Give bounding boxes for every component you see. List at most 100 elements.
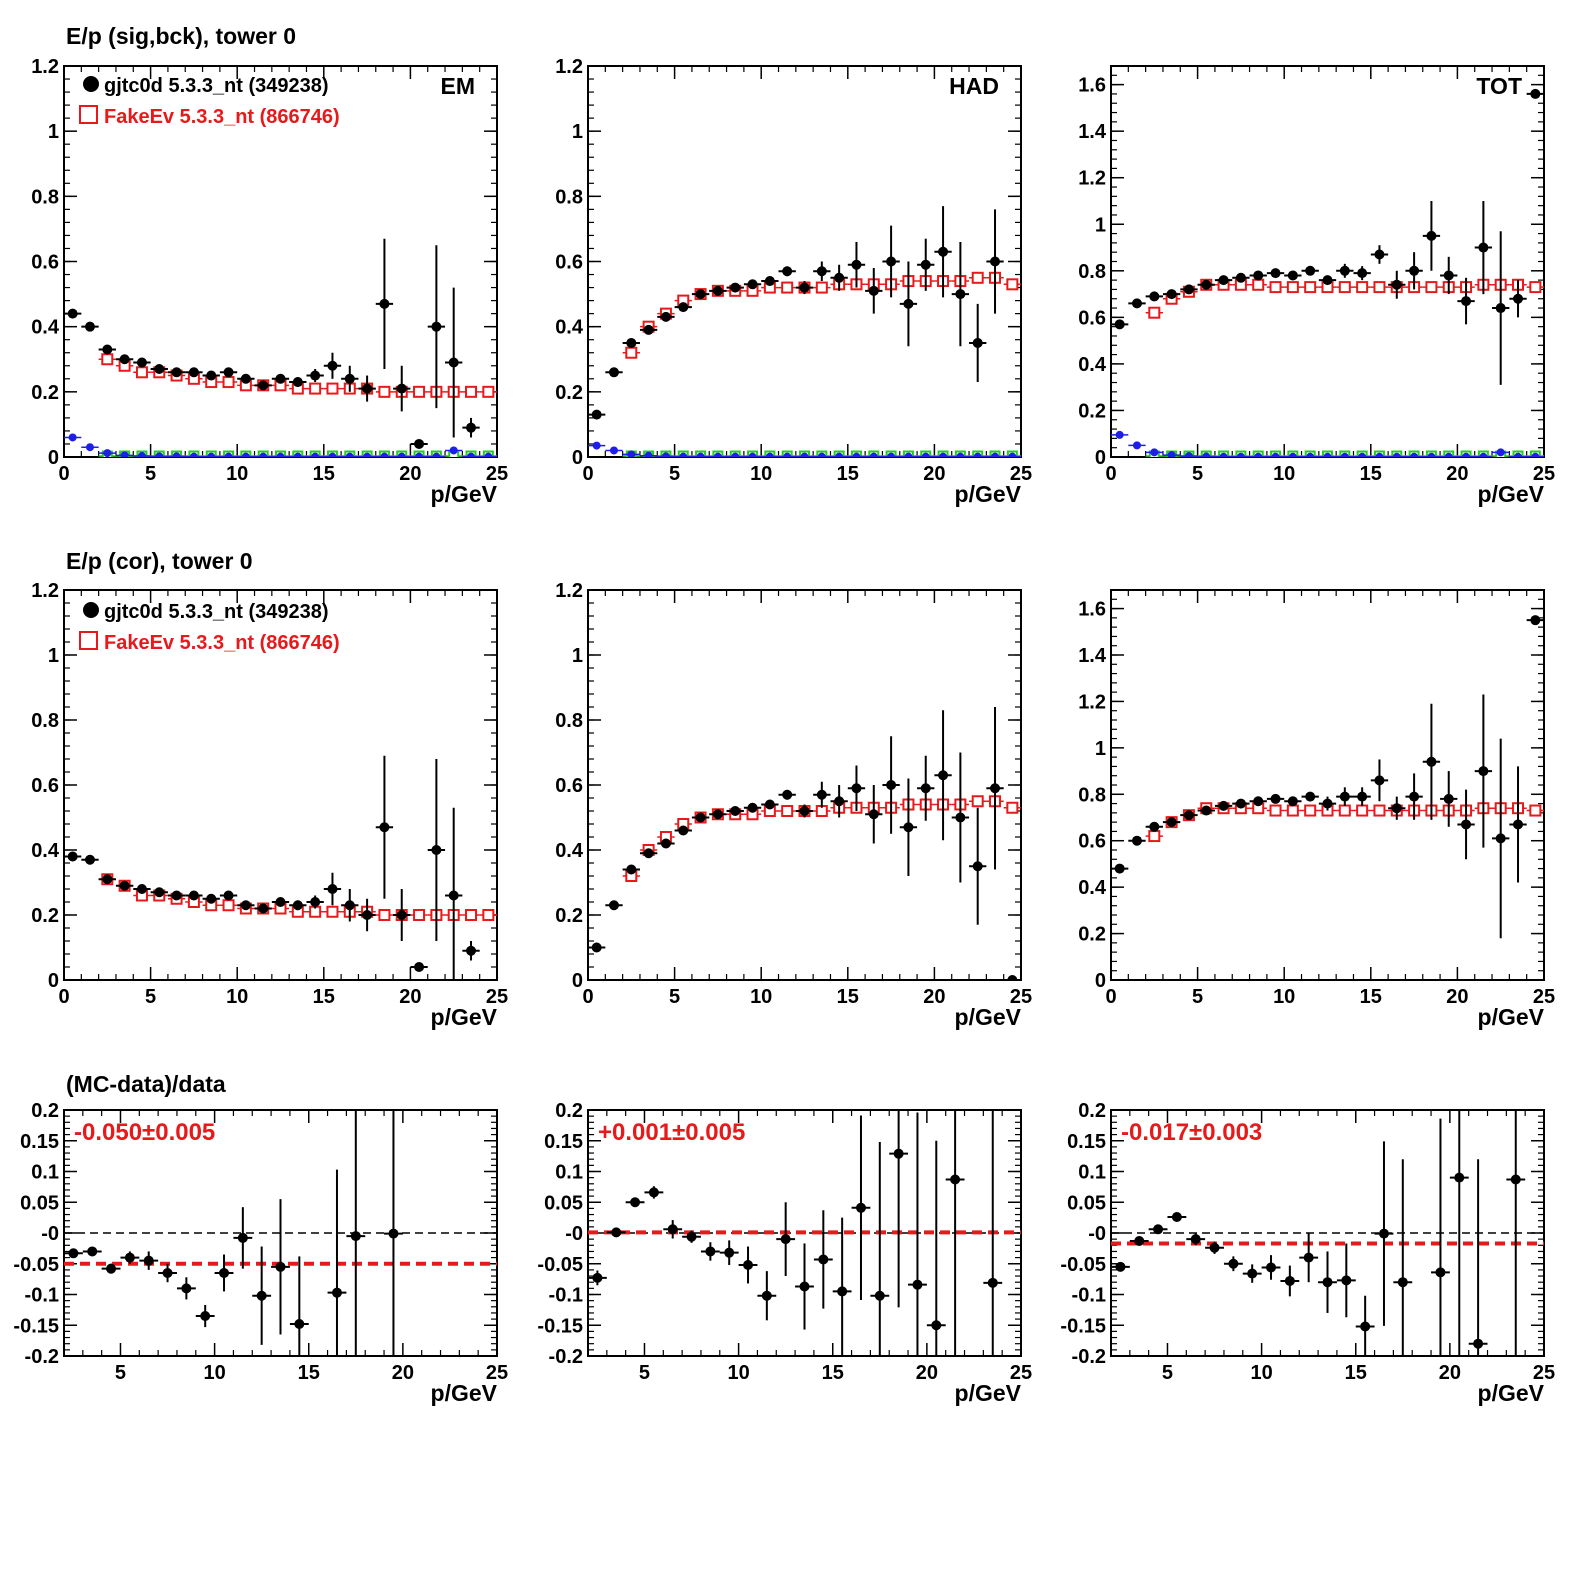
mc-point — [1304, 804, 1317, 817]
series-data — [64, 755, 480, 980]
y-tick-label: 1 — [572, 121, 583, 143]
bck-data-point — [345, 452, 354, 457]
data-point — [258, 380, 269, 391]
mc-point — [465, 909, 478, 921]
y-tick-label: 0.2 — [555, 905, 583, 927]
y-tick-label: 0.05 — [544, 1192, 583, 1214]
mc-point — [1373, 804, 1386, 817]
y-tick-label: 0.05 — [1067, 1192, 1106, 1214]
x-tick-label: 10 — [226, 463, 248, 485]
data-point — [1495, 833, 1506, 844]
x-tick-label: 25 — [1010, 986, 1032, 1008]
x-tick-label: 20 — [923, 463, 945, 485]
data-point — [1007, 975, 1018, 980]
x-tick-label: 25 — [1010, 1362, 1032, 1384]
y-tick-label: 0.8 — [555, 186, 583, 208]
data-point — [1461, 296, 1472, 307]
data-point — [780, 1234, 791, 1245]
y-tick-label: 0.4 — [31, 840, 60, 862]
data-point — [1374, 249, 1385, 260]
bck-data-point — [1358, 452, 1367, 457]
x-tick-label: 25 — [1533, 986, 1555, 1008]
row3-header: (MC-data)/data — [66, 1071, 226, 1097]
data-point — [1426, 756, 1437, 767]
data-point — [799, 806, 810, 816]
data-point — [1218, 275, 1229, 286]
x-tick-label: 5 — [1192, 463, 1203, 485]
bck-data-point — [293, 452, 302, 457]
data-point — [294, 1319, 305, 1330]
data-point — [466, 422, 477, 433]
data-point — [310, 897, 321, 907]
y-tick-label: 0.2 — [31, 1100, 59, 1122]
bck-data-point — [224, 452, 233, 457]
data-point — [1341, 1275, 1352, 1286]
mc-point — [781, 281, 794, 294]
y-tick-label: 1 — [572, 645, 583, 667]
data-point — [188, 890, 199, 901]
bck-data-point — [397, 452, 406, 457]
data-point — [730, 282, 741, 293]
bck-data-point — [1410, 452, 1419, 457]
y-tick-label: 0.15 — [20, 1131, 59, 1153]
legend-data-marker-row1 — [83, 76, 99, 92]
bck-data-point — [973, 452, 982, 457]
x-tick-label: 5 — [1162, 1362, 1173, 1384]
y-tick-label: 0.1 — [31, 1162, 59, 1184]
x-tick-label: 25 — [1533, 1362, 1555, 1384]
data-point — [102, 874, 113, 885]
data-point — [344, 900, 355, 911]
data-point — [1454, 1172, 1465, 1183]
data-point — [660, 311, 671, 322]
x-tick-label: 15 — [313, 463, 335, 485]
data-point — [119, 880, 130, 891]
data-point — [1461, 819, 1472, 830]
data-point — [747, 802, 758, 813]
data-point — [1253, 796, 1264, 807]
data-point — [1149, 821, 1160, 832]
y-tick-label: 0.2 — [1078, 400, 1106, 422]
data-point — [764, 276, 775, 287]
series-bck_data — [1111, 430, 1544, 457]
legend-data-label-row1: gjtc0d 5.3.3_nt (349238) — [104, 75, 329, 97]
series-data — [588, 707, 1021, 980]
y-tick-label: 1.6 — [1078, 75, 1106, 97]
data-point — [171, 890, 182, 901]
data-point — [275, 1261, 286, 1272]
data-point — [938, 246, 949, 257]
y-tick-label: 1.2 — [1078, 691, 1106, 713]
data-point — [782, 789, 793, 800]
x-axis-label: p/GeV — [955, 1380, 1022, 1406]
y-tick-label: 0 — [572, 447, 583, 469]
mc-point — [1286, 804, 1299, 817]
data-point — [712, 285, 723, 296]
bck-data-point — [380, 452, 389, 457]
y-tick-label: 0 — [572, 970, 583, 992]
row2-header: E/p (cor), tower 0 — [66, 548, 253, 574]
x-axis-label: p/GeV — [1478, 1380, 1545, 1406]
y-tick-label: -0.15 — [1060, 1315, 1106, 1337]
legend-row1: gjtc0d 5.3.3_nt (349238) FakeEv 5.3.3_nt… — [79, 75, 340, 128]
mc-point — [309, 382, 322, 395]
data-point — [106, 1263, 117, 1274]
data-point — [87, 1246, 98, 1257]
data-point — [1115, 1261, 1126, 1272]
bck-data-point — [1008, 452, 1017, 457]
mc-point — [781, 805, 794, 817]
x-tick-label: 10 — [1273, 463, 1295, 485]
data-point — [903, 298, 914, 309]
data-point — [1473, 1338, 1484, 1349]
bck-data-point — [189, 452, 198, 457]
data-point — [1183, 284, 1194, 295]
mc-point — [625, 346, 638, 359]
y-tick-label: 0.6 — [31, 775, 59, 797]
bck-data-point — [1167, 451, 1176, 457]
data-point — [1391, 279, 1402, 290]
y-tick-label: 0.8 — [1078, 261, 1106, 283]
data-point — [1235, 798, 1246, 809]
data-point — [1426, 230, 1437, 241]
data-point — [396, 383, 407, 394]
mc-point — [222, 376, 235, 389]
x-tick-label: 20 — [916, 1362, 938, 1384]
data-point — [1284, 1275, 1295, 1286]
